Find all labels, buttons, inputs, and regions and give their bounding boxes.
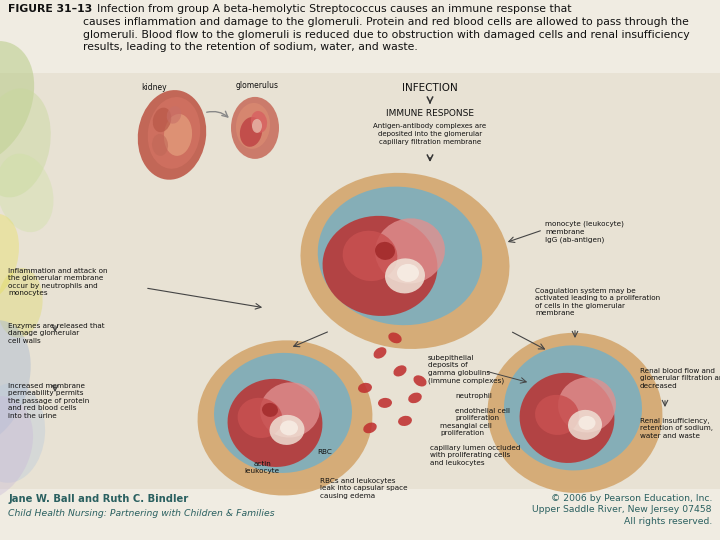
Text: Renal insufficiency,
retention of sodium,
water and waste: Renal insufficiency, retention of sodium…: [640, 418, 713, 439]
Text: subepithelial
deposits of
gamma globulins
(immune complexes): subepithelial deposits of gamma globulin…: [428, 355, 504, 384]
Ellipse shape: [197, 340, 372, 496]
Text: Increased membrane
permeability permits
the passage of protein
and red blood cel: Increased membrane permeability permits …: [8, 383, 89, 419]
Text: Child Health Nursing: Partnering with Children & Families: Child Health Nursing: Partnering with Ch…: [8, 509, 274, 518]
Ellipse shape: [375, 242, 395, 260]
Ellipse shape: [260, 382, 320, 437]
Text: IMMUNE RESPONSE: IMMUNE RESPONSE: [386, 109, 474, 118]
Ellipse shape: [397, 264, 419, 282]
Ellipse shape: [214, 353, 352, 473]
Text: Coagulation system may be
activated leading to a proliferation
of cells in the g: Coagulation system may be activated lead…: [535, 288, 660, 316]
Ellipse shape: [167, 106, 181, 124]
Ellipse shape: [535, 395, 579, 435]
Text: endothelial cell
proliferation: endothelial cell proliferation: [455, 408, 510, 421]
Ellipse shape: [373, 348, 387, 358]
Ellipse shape: [413, 376, 427, 386]
Ellipse shape: [148, 97, 200, 168]
Text: Renal blood flow and
glomerular filtration are
decreased: Renal blood flow and glomerular filtrati…: [640, 368, 720, 389]
Text: actin
leukocyte: actin leukocyte: [244, 461, 279, 475]
Ellipse shape: [164, 114, 192, 156]
Ellipse shape: [251, 111, 267, 133]
Text: Enzymes are released that
damage glomerular
cell walls: Enzymes are released that damage glomeru…: [8, 323, 104, 344]
Text: capillary lumen occluded
with proliferating cells
and leukocytes: capillary lumen occluded with proliferat…: [430, 445, 521, 466]
Ellipse shape: [0, 41, 34, 165]
Ellipse shape: [0, 396, 33, 501]
Ellipse shape: [238, 398, 282, 438]
Ellipse shape: [568, 410, 602, 440]
Ellipse shape: [0, 383, 45, 483]
Text: Inflammation and attack on
the glomerular membrane
occur by neutrophils and
mono: Inflammation and attack on the glomerula…: [8, 268, 107, 296]
Ellipse shape: [323, 216, 438, 316]
Ellipse shape: [578, 416, 595, 430]
Text: Jane W. Ball and Ruth C. Bindler: Jane W. Ball and Ruth C. Bindler: [8, 494, 188, 504]
Ellipse shape: [0, 268, 42, 338]
Ellipse shape: [300, 173, 510, 349]
Ellipse shape: [228, 379, 323, 467]
Bar: [0, 0, 720, 73]
Ellipse shape: [363, 423, 377, 433]
Ellipse shape: [138, 90, 206, 180]
Ellipse shape: [269, 415, 305, 445]
Ellipse shape: [487, 333, 662, 493]
Bar: [0, 489, 720, 540]
Ellipse shape: [236, 103, 270, 149]
Ellipse shape: [343, 231, 397, 281]
Ellipse shape: [398, 416, 412, 426]
Text: mesangial cell
proliferation: mesangial cell proliferation: [440, 423, 492, 436]
Text: FIGURE 31–13: FIGURE 31–13: [8, 4, 92, 14]
Ellipse shape: [152, 134, 168, 156]
Ellipse shape: [385, 258, 425, 293]
Text: Antigen-antibody complexes are
deposited into the glomerular
capillary filtratio: Antigen-antibody complexes are deposited…: [374, 123, 487, 145]
Ellipse shape: [0, 89, 51, 198]
Ellipse shape: [153, 107, 171, 132]
Bar: [0, 73, 720, 489]
Ellipse shape: [318, 187, 482, 325]
Text: INFECTION: INFECTION: [402, 83, 458, 93]
Ellipse shape: [393, 366, 407, 376]
Text: glomerulus: glomerulus: [235, 81, 279, 90]
Ellipse shape: [240, 117, 262, 147]
Text: kidney: kidney: [141, 83, 167, 92]
Text: Infection from group A beta-hemolytic Streptococcus causes an immune response th: Infection from group A beta-hemolytic St…: [83, 4, 690, 52]
Ellipse shape: [0, 320, 31, 445]
Ellipse shape: [359, 382, 372, 393]
Ellipse shape: [504, 346, 642, 470]
Text: monocyte (leukocyte)
membrane
IgG (ab-antigen): monocyte (leukocyte) membrane IgG (ab-an…: [545, 221, 624, 243]
Ellipse shape: [388, 333, 402, 343]
Ellipse shape: [252, 119, 262, 133]
Ellipse shape: [520, 373, 614, 463]
Ellipse shape: [280, 421, 298, 435]
Ellipse shape: [558, 377, 616, 433]
Text: neutrophil: neutrophil: [455, 393, 492, 399]
Text: RBCs and leukocytes
leak into capsular space
causing edema: RBCs and leukocytes leak into capsular s…: [320, 478, 408, 499]
Ellipse shape: [262, 403, 278, 417]
Ellipse shape: [378, 397, 392, 408]
Ellipse shape: [0, 214, 19, 302]
Text: RBC: RBC: [318, 449, 333, 455]
Ellipse shape: [408, 393, 422, 403]
Ellipse shape: [231, 97, 279, 159]
Ellipse shape: [0, 153, 53, 232]
Text: © 2006 by Pearson Education, Inc.
Upper Saddle River, New Jersey 07458
All right: © 2006 by Pearson Education, Inc. Upper …: [533, 494, 712, 526]
Ellipse shape: [375, 218, 445, 284]
